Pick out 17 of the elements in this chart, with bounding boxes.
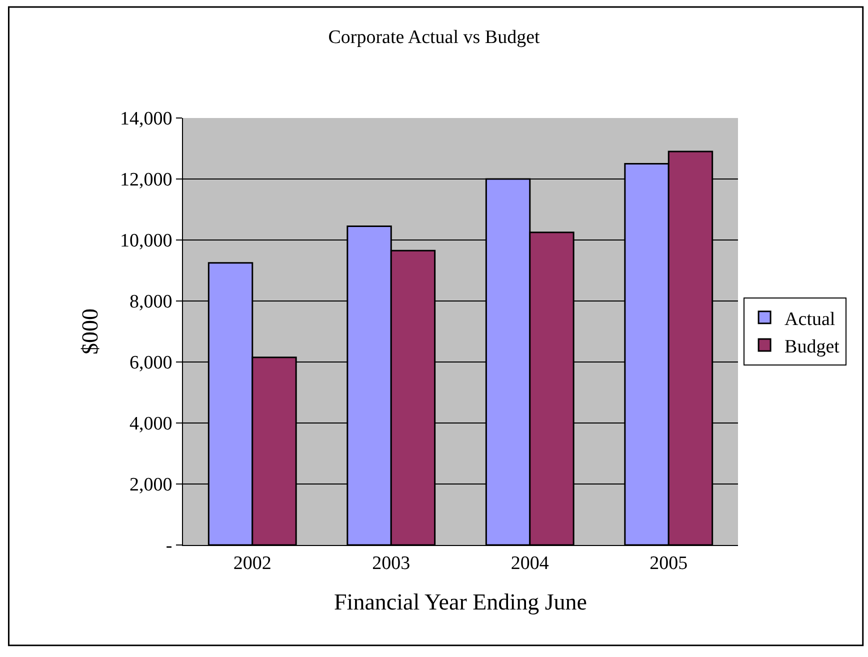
y-tick-label: 4,000 (129, 414, 172, 435)
y-tick-label: 6,000 (129, 352, 172, 374)
x-axis-title: Financial Year Ending June (334, 589, 587, 614)
y-tick-label: 12,000 (120, 170, 172, 191)
x-tick-label: 2003 (372, 552, 410, 574)
legend-label: Actual (784, 308, 836, 330)
x-tick-label: 2002 (233, 552, 272, 574)
y-axis-title: $000 (77, 308, 102, 354)
y-tick-label: 2,000 (129, 474, 172, 496)
legend-label: Budget (784, 336, 840, 358)
chart-title: Corporate Actual vs Budget (328, 26, 541, 48)
y-tick-label: 10,000 (120, 230, 172, 252)
x-tick-label: 2004 (510, 552, 550, 574)
y-tick-label: 14,000 (120, 108, 172, 130)
y-tick-label: 8,000 (129, 292, 172, 313)
x-tick-label: 2005 (650, 552, 688, 574)
y-tick-label: - (166, 536, 172, 557)
